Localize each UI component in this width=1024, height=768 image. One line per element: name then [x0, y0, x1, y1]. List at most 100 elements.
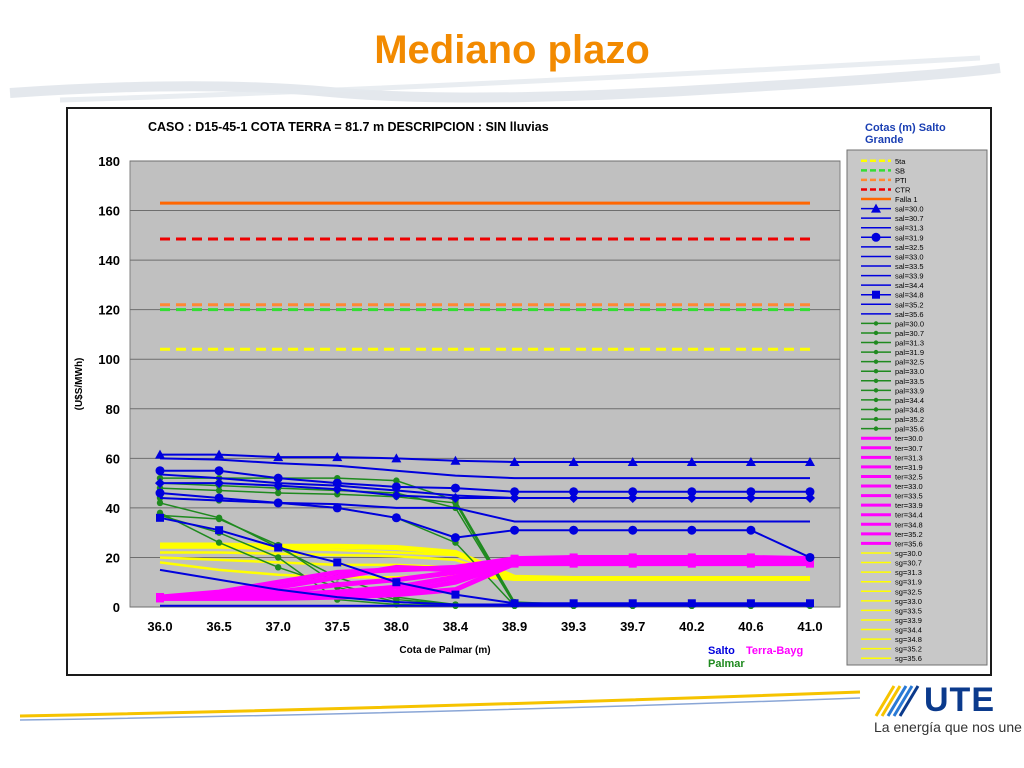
series-line-salto: [160, 453, 810, 464]
series-marker: [871, 203, 881, 213]
series-marker: [392, 578, 401, 587]
x-tick-label: 40.6: [738, 619, 763, 634]
legend-item-label: ter=32.5: [895, 472, 923, 481]
legend-item-label: pal=33.5: [895, 377, 924, 386]
x-tick-label: 38.4: [443, 619, 469, 634]
legend-item-label: sg=31.3: [895, 568, 922, 577]
ute-logo: [874, 685, 920, 717]
series-marker: [274, 489, 282, 497]
x-tick-label: 39.3: [561, 619, 586, 634]
x-tick-label: 38.9: [502, 619, 527, 634]
legend-marker: [873, 349, 879, 355]
legend-item-label: sg=35.2: [895, 645, 922, 654]
legend-item-label: Falla 1: [895, 195, 918, 204]
series-marker: [569, 487, 579, 497]
series-marker: [155, 478, 165, 489]
series-marker: [805, 492, 815, 503]
legend-item-label: sg=30.7: [895, 559, 922, 568]
legend-item-label: sg=34.4: [895, 626, 922, 635]
x-tick-label: 41.0: [797, 619, 822, 634]
legend-marker: [873, 397, 879, 403]
series-marker: [510, 559, 519, 568]
series-marker: [871, 232, 881, 242]
series-marker: [391, 490, 402, 501]
series-line-salto: [160, 482, 810, 499]
x-tick-label: 36.0: [147, 619, 172, 634]
series-marker: [628, 525, 638, 535]
legend-item-label: sal=34.8: [895, 291, 924, 300]
legend-item-label: sal=34.4: [895, 281, 924, 290]
legend-item-label: 5ta: [895, 157, 906, 166]
series-marker: [273, 452, 284, 462]
x-tick-label: 40.2: [679, 619, 704, 634]
legend-item-label: sg=33.9: [895, 616, 922, 625]
legend-label-palmar: Palmar: [708, 658, 745, 670]
legend-item-label: ter=35.6: [895, 539, 923, 548]
series-marker: [155, 466, 165, 476]
series-marker: [746, 525, 756, 535]
series-marker: [214, 449, 225, 459]
legend-item-label: pal=30.0: [895, 319, 924, 328]
series-marker: [569, 559, 578, 568]
series-marker: [686, 457, 697, 467]
series-marker: [214, 478, 225, 489]
legend-item-label: sal=35.2: [895, 300, 924, 309]
legend-item-label: sg=35.6: [895, 654, 922, 663]
series-marker: [273, 480, 284, 491]
legend-label-salto: Salto: [708, 645, 735, 657]
series-marker: [746, 599, 755, 608]
legend-item-label: ter=34.8: [895, 520, 923, 529]
series-line-salto: [160, 469, 810, 493]
series-marker: [391, 482, 401, 492]
legend-item-label: pal=34.8: [895, 406, 924, 415]
series-marker: [156, 513, 164, 522]
legend-item-label: sg=33.0: [895, 597, 922, 606]
series-marker: [627, 457, 638, 467]
series-marker: [332, 503, 342, 513]
series-marker: [333, 558, 342, 567]
legend-item-label: ter=30.7: [895, 444, 923, 453]
legend-item-label: sal=33.5: [895, 262, 924, 271]
series-marker: [451, 590, 460, 599]
legend-item-label: pal=31.3: [895, 339, 924, 348]
legend-item-label: pal=31.9: [895, 348, 924, 357]
series-marker: [215, 515, 223, 523]
legend-item-label: sg=30.0: [895, 549, 922, 558]
series-line-salto: [159, 457, 810, 480]
legend-item-label: pal=33.0: [895, 367, 924, 376]
footer-tagline: La energía que nos une: [874, 719, 1022, 735]
series-marker: [332, 484, 343, 495]
series-marker: [214, 466, 224, 476]
series-marker: [510, 525, 520, 535]
legend-item-label: sal=35.6: [895, 310, 924, 319]
series-marker: [628, 487, 638, 497]
legend-marker: [873, 321, 879, 326]
series-marker: [569, 599, 578, 608]
series-marker: [215, 539, 223, 546]
legend-item-label: ter=31.3: [895, 453, 923, 462]
series-marker: [156, 499, 164, 507]
legend-item-label: ter=33.5: [895, 492, 923, 501]
legend-item-label: ter=34.4: [895, 511, 923, 520]
series-marker: [510, 599, 519, 608]
legend-marker: [873, 388, 879, 393]
series-marker: [568, 492, 579, 503]
legend-marker: [873, 340, 879, 345]
y-tick-label: 80: [106, 402, 120, 417]
legend-marker: [873, 407, 879, 412]
legend-marker: [873, 369, 879, 374]
series-marker: [391, 513, 401, 523]
legend-title: Grande: [865, 134, 904, 146]
legend-item-label: sal=33.9: [895, 272, 924, 281]
legend-marker: [873, 426, 879, 431]
series-line-salto: [159, 516, 810, 605]
series-marker: [332, 452, 343, 462]
legend-item-label: sal=31.3: [895, 224, 924, 233]
legend-title: Cotas (m) Salto: [865, 122, 946, 134]
series-marker: [215, 487, 223, 494]
legend-item-label: CTR: [895, 185, 911, 194]
y-tick-label: 140: [98, 253, 120, 268]
series-marker: [687, 599, 696, 608]
series-marker: [274, 554, 282, 561]
y-tick-label: 120: [98, 303, 120, 318]
